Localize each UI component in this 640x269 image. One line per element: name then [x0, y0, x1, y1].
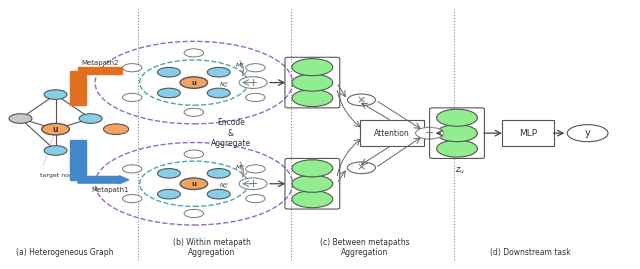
- Text: $M_u^p$: $M_u^p$: [236, 62, 246, 72]
- Text: y: y: [585, 128, 591, 138]
- Circle shape: [9, 114, 32, 123]
- FancyArrow shape: [70, 70, 86, 105]
- Text: (a) Heterogeneous Graph: (a) Heterogeneous Graph: [17, 248, 114, 257]
- Text: (b) Within metapath
Aggregation: (b) Within metapath Aggregation: [173, 238, 251, 257]
- Text: u: u: [191, 80, 196, 86]
- Text: $M_u^p$: $M_u^p$: [236, 163, 246, 173]
- Text: (c) Between metapaths
Aggregation: (c) Between metapaths Aggregation: [320, 238, 410, 257]
- Text: Metapath1: Metapath1: [91, 187, 129, 193]
- Circle shape: [239, 178, 267, 190]
- Circle shape: [122, 64, 142, 72]
- Text: +: +: [248, 77, 258, 88]
- Circle shape: [292, 160, 333, 177]
- Circle shape: [42, 123, 69, 135]
- Circle shape: [292, 175, 333, 192]
- Circle shape: [436, 125, 477, 142]
- Text: $N_u^p$: $N_u^p$: [220, 182, 229, 191]
- Circle shape: [348, 162, 376, 174]
- Circle shape: [207, 169, 230, 178]
- Circle shape: [44, 90, 67, 99]
- Circle shape: [292, 90, 333, 107]
- Circle shape: [184, 209, 204, 218]
- Circle shape: [246, 64, 265, 72]
- Circle shape: [79, 114, 102, 123]
- Circle shape: [292, 74, 333, 91]
- FancyBboxPatch shape: [360, 120, 424, 147]
- Circle shape: [180, 178, 207, 189]
- Text: $N_u^p$: $N_u^p$: [220, 80, 229, 90]
- Circle shape: [292, 191, 333, 208]
- Text: +: +: [248, 179, 258, 189]
- Circle shape: [246, 93, 265, 101]
- Text: MLP: MLP: [518, 129, 537, 138]
- Circle shape: [184, 49, 204, 57]
- Circle shape: [157, 169, 180, 178]
- FancyArrow shape: [70, 140, 86, 180]
- Text: Encode
&
Aggregate: Encode & Aggregate: [211, 118, 251, 148]
- Circle shape: [157, 88, 180, 98]
- Circle shape: [122, 194, 142, 203]
- Text: ×: ×: [356, 163, 366, 173]
- FancyArrow shape: [78, 176, 129, 184]
- Circle shape: [122, 165, 142, 173]
- Circle shape: [184, 108, 204, 116]
- Circle shape: [180, 77, 207, 88]
- Circle shape: [348, 94, 376, 106]
- Circle shape: [436, 109, 477, 126]
- Text: u: u: [191, 181, 196, 187]
- Circle shape: [436, 140, 477, 157]
- Circle shape: [157, 68, 180, 77]
- Circle shape: [207, 68, 230, 77]
- Text: Metapath2: Metapath2: [81, 60, 119, 66]
- Text: (d) Downstream task: (d) Downstream task: [490, 248, 571, 257]
- Circle shape: [567, 125, 608, 142]
- Circle shape: [122, 93, 142, 101]
- Text: ×: ×: [356, 95, 366, 105]
- Circle shape: [104, 124, 129, 134]
- Circle shape: [207, 189, 230, 199]
- Circle shape: [246, 165, 265, 173]
- FancyArrow shape: [78, 67, 122, 74]
- Text: target node: target node: [40, 173, 77, 178]
- Circle shape: [239, 77, 267, 89]
- Circle shape: [184, 150, 204, 158]
- Circle shape: [415, 127, 444, 139]
- FancyBboxPatch shape: [502, 120, 554, 147]
- Text: Attention: Attention: [374, 129, 410, 138]
- Circle shape: [207, 88, 230, 98]
- Circle shape: [246, 194, 265, 203]
- Text: u: u: [53, 125, 58, 134]
- Circle shape: [292, 59, 333, 76]
- Circle shape: [157, 189, 180, 199]
- Text: $z_u$: $z_u$: [455, 165, 465, 176]
- Circle shape: [44, 146, 67, 155]
- Text: +: +: [425, 128, 435, 138]
